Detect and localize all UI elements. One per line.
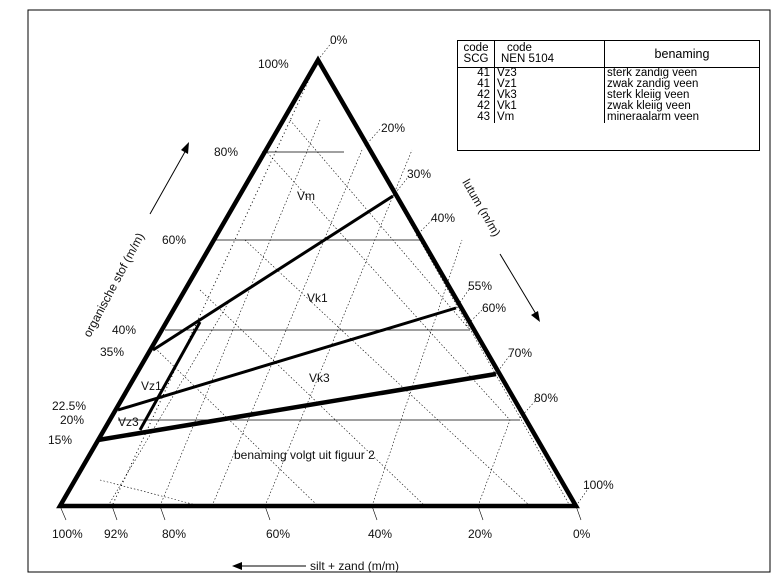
legend-row: 41 Vz3 sterk zandig veen (458, 67, 759, 79)
legend-row: 41 Vz1 zwak zandig veen (458, 78, 759, 90)
right-tick-0: 0% (330, 33, 348, 47)
right-tick-80: 80% (534, 391, 558, 405)
region-vm: Vm (297, 189, 315, 203)
row-nen: Vm (494, 111, 605, 123)
bottom-axis-arrow (232, 562, 306, 570)
right-axis-arrow (499, 253, 540, 322)
header-code-nen: code NEN 5104 (494, 41, 605, 68)
header-benaming: benaming (604, 41, 759, 68)
left-axis-arrow (149, 142, 189, 215)
row-scg: 41 (458, 67, 495, 79)
row-nen: Vz3 (494, 67, 605, 79)
bottom-leaders (59, 505, 582, 521)
row-name: zwak zandig veen (607, 78, 699, 90)
row-nen: Vk1 (494, 100, 605, 112)
right-tick-20: 20% (381, 121, 405, 135)
horizontal-lines (118, 151, 520, 421)
figure-border (27, 9, 771, 573)
left-tick-60: 60% (162, 233, 186, 247)
left-tick-20: 20% (60, 413, 84, 427)
bottom-tick-60: 60% (266, 527, 290, 541)
row-name: sterk kleiig veen (607, 89, 690, 101)
region-vz3: Vz3 (118, 415, 139, 429)
region-figuur-2: benaming volgt uit figuur 2 (234, 448, 375, 462)
bottom-tick-92: 92% (104, 527, 128, 541)
bottom-tick-100: 100% (52, 527, 83, 541)
bottom-tick-80: 80% (162, 527, 186, 541)
region-boundaries (117, 194, 457, 431)
region-vk1: Vk1 (307, 291, 328, 305)
right-tick-70: 70% (508, 346, 532, 360)
region-vk3: Vk3 (309, 371, 330, 385)
region-vz1: Vz1 (141, 379, 162, 393)
row-scg: 42 (458, 89, 495, 101)
left-tick-15: 15% (48, 433, 72, 447)
row-name: sterk zandig veen (607, 67, 698, 79)
left-tick-80: 80% (214, 145, 238, 159)
left-tick-22-5: 22.5% (52, 399, 86, 413)
right-tick-100: 100% (583, 478, 614, 492)
boundary-15-percent (97, 371, 497, 443)
left-tick-35: 35% (100, 345, 124, 359)
header-code-scg: code SCG (458, 41, 495, 68)
legend-table: code SCG code NEN 5104 benaming 41 Vz3 s… (458, 41, 759, 123)
right-tick-30: 30% (407, 167, 431, 181)
right-axis-label: lutum (m/m) (459, 177, 503, 239)
row-nen: Vz1 (494, 78, 605, 90)
row-scg: 43 (458, 111, 495, 123)
row-name: mineraalarm veen (607, 111, 700, 123)
bottom-axis-label: silt + zand (m/m) (310, 559, 399, 573)
bottom-tick-40: 40% (368, 527, 392, 541)
right-tick-60: 60% (482, 301, 506, 315)
main-triangle (56, 55, 580, 509)
right-tick-40: 40% (431, 211, 455, 225)
legend-row: 43 Vm mineraalarm veen (458, 111, 759, 123)
right-tick-55: 55% (468, 279, 492, 293)
row-name: zwak kleiig veen (607, 100, 691, 112)
legend-table-container: code SCG code NEN 5104 benaming 41 Vz3 s… (457, 40, 760, 151)
legend-row: 42 Vk3 sterk kleiig veen (458, 89, 759, 101)
row-scg: 41 (458, 78, 495, 90)
left-tick-40: 40% (112, 323, 136, 337)
row-scg: 42 (458, 100, 495, 112)
bottom-tick-0: 0% (573, 527, 591, 541)
bottom-tick-20: 20% (468, 527, 492, 541)
left-tick-100: 100% (258, 57, 289, 71)
right-leaders (317, 41, 591, 507)
legend-row: 42 Vk1 zwak kleiig veen (458, 100, 759, 112)
line-92-percent (111, 59, 319, 507)
grid-diagonals (99, 59, 571, 507)
row-nen: Vk3 (494, 89, 605, 101)
